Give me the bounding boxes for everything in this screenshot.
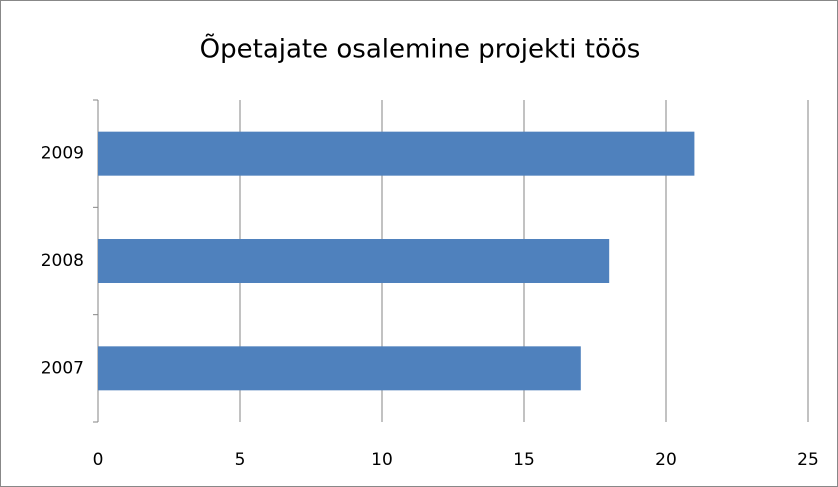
x-tick-label: 15: [513, 450, 535, 470]
bar: [98, 239, 610, 283]
x-tick-label: 0: [93, 450, 104, 470]
x-tick-label: 25: [797, 450, 819, 470]
x-tick-label: 10: [371, 450, 393, 470]
x-tick-label: 20: [655, 450, 677, 470]
bar: [98, 346, 581, 391]
y-tick-label: 2007: [41, 358, 84, 378]
bar: [98, 131, 695, 176]
y-tick-label: 2009: [41, 144, 84, 164]
x-tick-label: 5: [235, 450, 246, 470]
chart-title: Õpetajate osalemine projekti töös: [200, 33, 641, 65]
y-tick-label: 2008: [41, 251, 84, 271]
